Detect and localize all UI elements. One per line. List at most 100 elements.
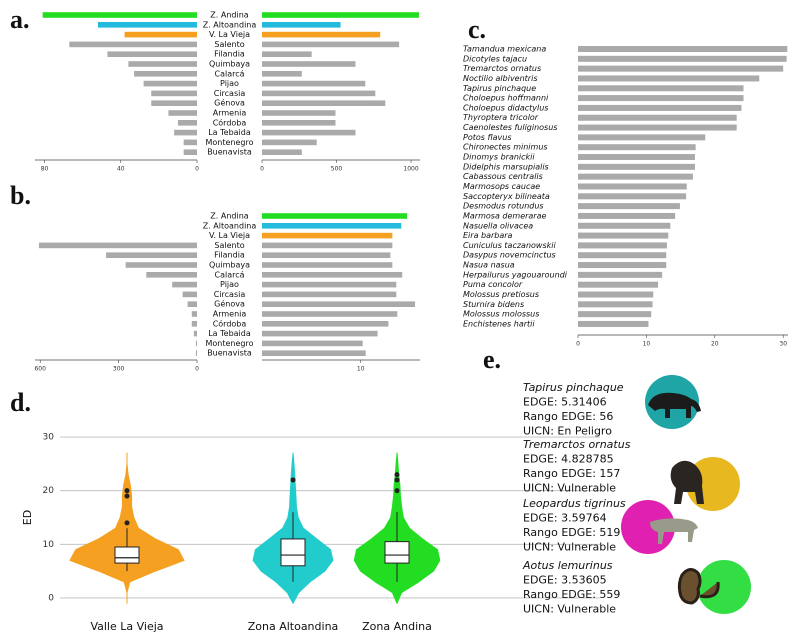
bar: [578, 183, 687, 190]
category-label: Filandia: [214, 251, 245, 260]
species-rank: Rango EDGE: 519: [523, 526, 620, 539]
species-name: Tapirus pinchaque: [523, 381, 624, 394]
bar-left: [134, 71, 197, 77]
category-label: La Tebaida: [208, 128, 251, 137]
violin-half: [69, 452, 128, 604]
bar-right: [262, 110, 336, 116]
category-label: La Tebaida: [208, 329, 251, 338]
bar: [578, 65, 784, 72]
bar-right: [262, 71, 302, 77]
violin-half: [126, 452, 185, 604]
violin-half: [252, 452, 294, 604]
species-rank: Rango EDGE: 559: [523, 588, 620, 601]
category-label: Génova: [214, 299, 245, 309]
category-label: Potos flavus: [463, 133, 512, 142]
category-label: Molossus pretiosus: [463, 290, 539, 299]
species-name: Leopardus tigrinus: [523, 497, 626, 510]
bar-left: [107, 51, 197, 57]
cat: [650, 518, 698, 544]
species-uicn: UICN: Vulnerable: [523, 482, 616, 495]
bar-left: [128, 61, 197, 67]
bar-left: [125, 262, 197, 268]
bar-left: [42, 12, 197, 18]
panel-label: b.: [10, 181, 31, 210]
category-label: Montenegro: [205, 339, 253, 348]
bar: [578, 85, 744, 92]
box: [114, 546, 140, 564]
category-label: Puma concolor: [463, 280, 523, 289]
category-label: Dasypus novemcinctus: [463, 251, 556, 260]
bar-right: [262, 90, 376, 97]
y-tick-label: 20: [43, 486, 55, 496]
category-label: Dinomys branickii: [463, 153, 535, 162]
category-label: Buenavista: [207, 349, 252, 358]
bar-right: [262, 149, 302, 155]
bar-right: [262, 51, 312, 57]
bar-left: [177, 120, 197, 126]
bar-left: [187, 301, 197, 307]
category-label: Thyroptera tricolor: [463, 113, 539, 122]
bar-right: [262, 262, 393, 268]
bar-right: [262, 100, 386, 106]
x-tick-label: Zona Altoandina: [248, 620, 339, 633]
bar: [578, 144, 696, 151]
x-tick-label: Zona Andina: [362, 620, 432, 633]
x-tick-label: 1000: [403, 166, 418, 173]
category-label: Enchistenes hartii: [463, 319, 535, 328]
panel-label: e.: [483, 345, 501, 374]
bar: [578, 193, 687, 200]
panel-label: a.: [10, 5, 30, 34]
y-tick-label: 30: [43, 433, 55, 443]
bar-right: [262, 223, 402, 229]
category-label: Z. Altoandina: [203, 20, 257, 29]
bar: [578, 114, 737, 121]
bear: [670, 460, 704, 504]
x-tick-label: 10: [643, 341, 651, 348]
bar-left: [195, 340, 197, 347]
bar-right: [262, 232, 393, 239]
category-label: Nasuella olivacea: [463, 221, 533, 230]
bar-right: [262, 281, 397, 288]
bar-left: [151, 90, 197, 97]
monkey: [677, 568, 720, 605]
category-label: Eira barbara: [463, 231, 513, 240]
x-tick-label: 30: [779, 341, 787, 348]
bar-left: [183, 139, 197, 146]
bar-right: [262, 330, 378, 337]
outlier: [394, 488, 400, 494]
bar-right: [262, 311, 398, 317]
x-tick-label: 300: [113, 366, 125, 373]
box: [280, 538, 306, 567]
category-label: Choloepus hoffmanni: [463, 94, 549, 103]
bar-left: [146, 272, 197, 278]
bar: [578, 222, 671, 229]
category-label: Armenia: [213, 310, 247, 319]
bar: [578, 104, 742, 111]
bar-right: [262, 61, 356, 67]
species-name: Tremarctos ornatus: [523, 438, 631, 451]
bar: [578, 301, 653, 308]
category-label: Sturnira bidens: [463, 300, 524, 309]
y-tick-label: 10: [43, 540, 55, 550]
bar: [578, 262, 667, 269]
x-tick-label: 40: [117, 166, 125, 173]
category-label: Pijao: [220, 79, 239, 88]
category-label: Buenavista: [207, 148, 252, 157]
image-circle: [697, 560, 751, 614]
bar-right: [262, 321, 389, 327]
category-label: Tamandua mexicana: [463, 45, 546, 54]
x-tick-label: 0: [195, 166, 199, 173]
species-uicn: UICN: Vulnerable: [523, 603, 616, 616]
bar: [578, 212, 676, 219]
bar: [578, 134, 706, 141]
category-label: Salento: [214, 40, 244, 49]
violin-half: [396, 452, 441, 604]
category-label: Quimbaya: [209, 261, 250, 270]
bar: [578, 55, 787, 62]
bar-left: [191, 321, 197, 327]
bar-left: [195, 350, 197, 356]
category-label: Córdoba: [213, 117, 247, 127]
bar-left: [143, 80, 197, 87]
category-label: Z. Andina: [210, 11, 248, 20]
bar-right: [262, 350, 366, 356]
